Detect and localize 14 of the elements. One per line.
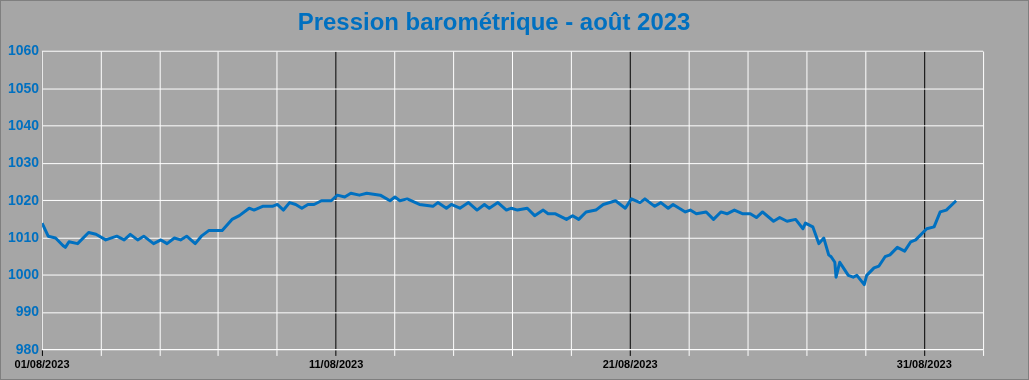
y-tick-label: 1010 [8,228,40,245]
x-tick-label: 11/08/2023 [308,358,364,371]
x-tick-label: 21/08/2023 [602,358,658,371]
y-tick-label: 1060 [8,42,40,59]
y-tick-label: 1040 [8,117,40,133]
y-tick-label: 990 [15,303,40,320]
y-tick-label: 1030 [8,154,40,171]
y-tick-label: 1050 [8,79,40,96]
x-tick-label: 01/08/2023 [14,358,70,371]
x-tick-label: 31/08/2023 [896,358,952,371]
y-tick-label: 980 [15,340,40,357]
chart-title: Pression barométrique - août 2023 [297,7,691,35]
y-tick-label: 1000 [8,266,40,283]
y-tick-label: 1020 [8,191,40,208]
